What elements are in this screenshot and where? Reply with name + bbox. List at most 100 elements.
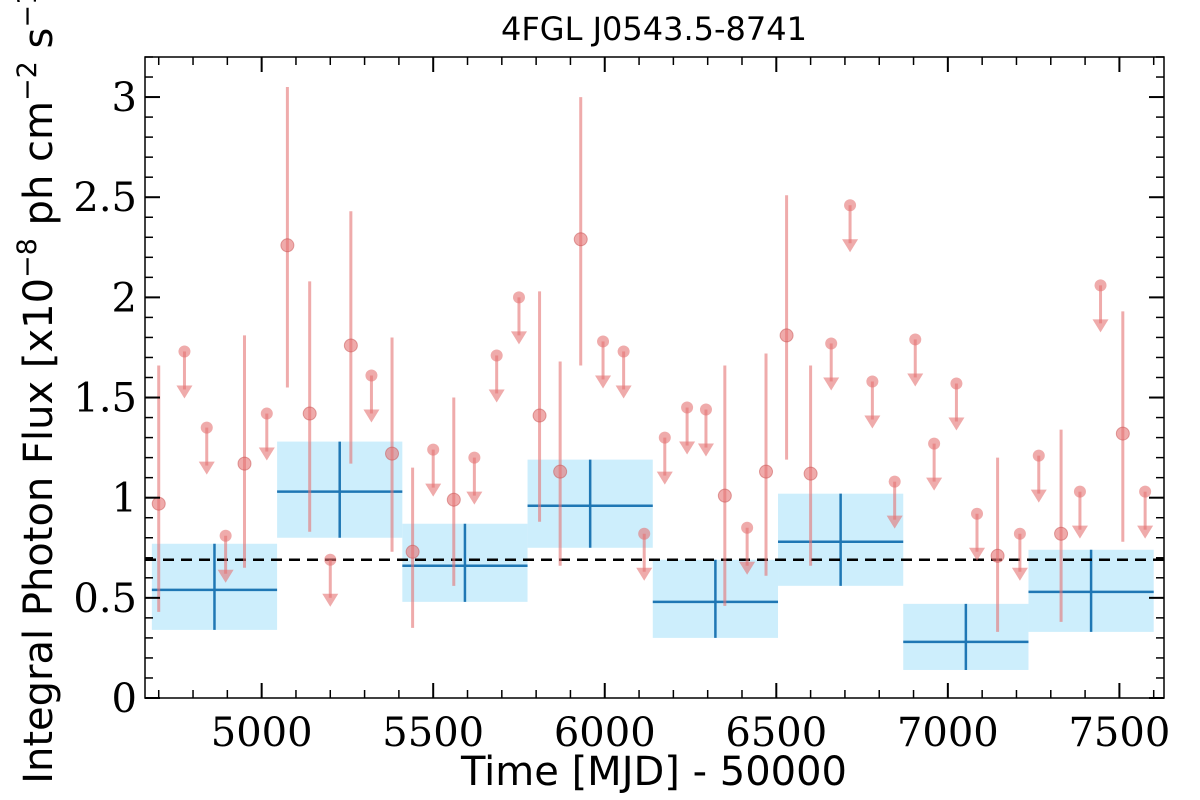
upper-limit-arrow-icon: [823, 377, 840, 391]
upper-limit-point: [512, 291, 525, 304]
y-axis-label-exp1: −8: [12, 238, 43, 278]
upper-limit-arrow-icon: [1092, 319, 1109, 333]
upper-limit-arrow-icon: [842, 239, 859, 253]
upper-limit-point: [825, 337, 838, 350]
detections-layer: [151, 87, 1130, 632]
upper-limit-point: [866, 375, 879, 388]
y-axis-label-prefix: Integral Photon Flux [x10: [16, 278, 62, 784]
upper-limit-point: [617, 345, 630, 358]
upper-limit-arrow-icon: [363, 409, 380, 423]
upper-limit-point: [928, 437, 941, 450]
upper-limit-point: [468, 451, 481, 464]
y-tick-label: 0.5: [73, 576, 137, 622]
detection-point: [759, 464, 774, 479]
y-axis-label-exp3: −1: [12, 0, 43, 28]
upper-limit-arrow-icon: [907, 373, 924, 387]
x-tick-label: 6500: [725, 710, 827, 756]
x-tick-label: 5500: [382, 710, 484, 756]
upper-limit-arrow-icon: [969, 547, 986, 561]
detection-point: [237, 456, 252, 471]
upper-limit-point: [597, 335, 610, 348]
y-tick-label: 1.5: [73, 376, 137, 422]
y-tick-label: 3: [112, 75, 137, 121]
upper-limit-point: [1073, 485, 1086, 498]
upper-limit-point: [200, 421, 213, 434]
binned-flux-layer: [151, 441, 1154, 670]
upper-limit-arrow-icon: [615, 385, 632, 399]
upper-limit-arrow-icon: [1030, 489, 1047, 503]
y-tick-label: 0: [112, 676, 137, 722]
upper-limit-arrow-icon: [739, 561, 756, 575]
upper-limit-arrow-icon: [198, 461, 215, 475]
detection-point: [990, 548, 1005, 563]
upper-limit-arrow-icon: [488, 389, 505, 403]
upper-limit-arrow-icon: [176, 385, 193, 399]
y-tick-label: 1: [112, 476, 137, 522]
upper-limit-point: [1013, 527, 1026, 540]
upper-limit-arrow-icon: [217, 569, 234, 583]
axis-ticks: 5000 5500 6000 6500 7000 7500 0 0.5 1 1.5 2 2.5 3: [73, 56, 1170, 756]
y-tick-label: 2.5: [73, 175, 137, 221]
upper-limit-point: [260, 407, 273, 420]
upper-limit-arrow-icon: [864, 415, 881, 429]
detection-point: [573, 232, 588, 247]
upper-limit-point: [1094, 279, 1107, 292]
detection-point: [385, 446, 400, 461]
upper-limit-point: [638, 527, 651, 540]
upper-limit-arrow-icon: [466, 491, 483, 505]
y-axis-label-exp2: −2: [12, 61, 43, 101]
upper-limit-arrow-icon: [258, 447, 275, 461]
upper-limit-point: [681, 401, 694, 414]
y-axis-label-mid: ph cm: [16, 101, 62, 238]
detection-point: [1115, 426, 1130, 441]
detection-point: [803, 466, 818, 481]
detection-point: [553, 464, 568, 479]
upper-limit-arrow-icon: [1137, 525, 1154, 539]
detection-point: [446, 492, 461, 507]
x-tick-label: 7000: [897, 710, 999, 756]
detection-point: [405, 544, 420, 559]
y-axis-label-mid2: s: [16, 28, 62, 62]
upper-limit-point: [1139, 485, 1152, 498]
detection-point: [779, 328, 794, 343]
upper-limits-layer: [176, 199, 1154, 607]
upper-limit-point: [178, 345, 191, 358]
detection-point: [1054, 526, 1069, 541]
upper-limit-arrow-icon: [697, 443, 714, 457]
detection-point: [343, 338, 358, 353]
detection-point: [302, 406, 317, 421]
upper-limit-point: [427, 443, 440, 456]
detection-point: [151, 496, 166, 511]
detection-point: [280, 238, 295, 253]
upper-limit-arrow-icon: [1011, 567, 1028, 581]
upper-limit-point: [844, 199, 857, 212]
x-tick-label: 7500: [1068, 710, 1170, 756]
x-tick-label: 5000: [211, 710, 313, 756]
upper-limit-point: [365, 369, 378, 382]
upper-limit-arrow-icon: [926, 477, 943, 491]
upper-limit-arrow-icon: [425, 483, 442, 497]
detection-point: [717, 488, 732, 503]
upper-limit-point: [971, 507, 984, 520]
y-axis-label: Integral Photon Flux [x10−8 ph cm−2 s−1]: [12, 0, 62, 784]
upper-limit-point: [888, 475, 901, 488]
upper-limit-arrow-icon: [595, 375, 612, 389]
upper-limit-point: [658, 431, 671, 444]
upper-limit-point: [490, 349, 503, 362]
upper-limit-arrow-icon: [948, 417, 965, 431]
upper-limit-arrow-icon: [1071, 525, 1088, 539]
x-tick-label: 6000: [554, 710, 656, 756]
upper-limit-point: [909, 333, 922, 346]
upper-limit-point: [741, 521, 754, 534]
upper-limit-arrow-icon: [636, 567, 653, 581]
detection-point: [532, 408, 547, 423]
upper-limit-arrow-icon: [679, 441, 696, 455]
upper-limit-point: [950, 377, 963, 390]
upper-limit-point: [219, 529, 232, 542]
upper-limit-arrow-icon: [322, 593, 339, 607]
upper-limit-point: [324, 553, 337, 566]
upper-limit-point: [1032, 449, 1045, 462]
upper-limit-arrow-icon: [656, 471, 673, 485]
upper-limit-arrow-icon: [886, 515, 903, 529]
